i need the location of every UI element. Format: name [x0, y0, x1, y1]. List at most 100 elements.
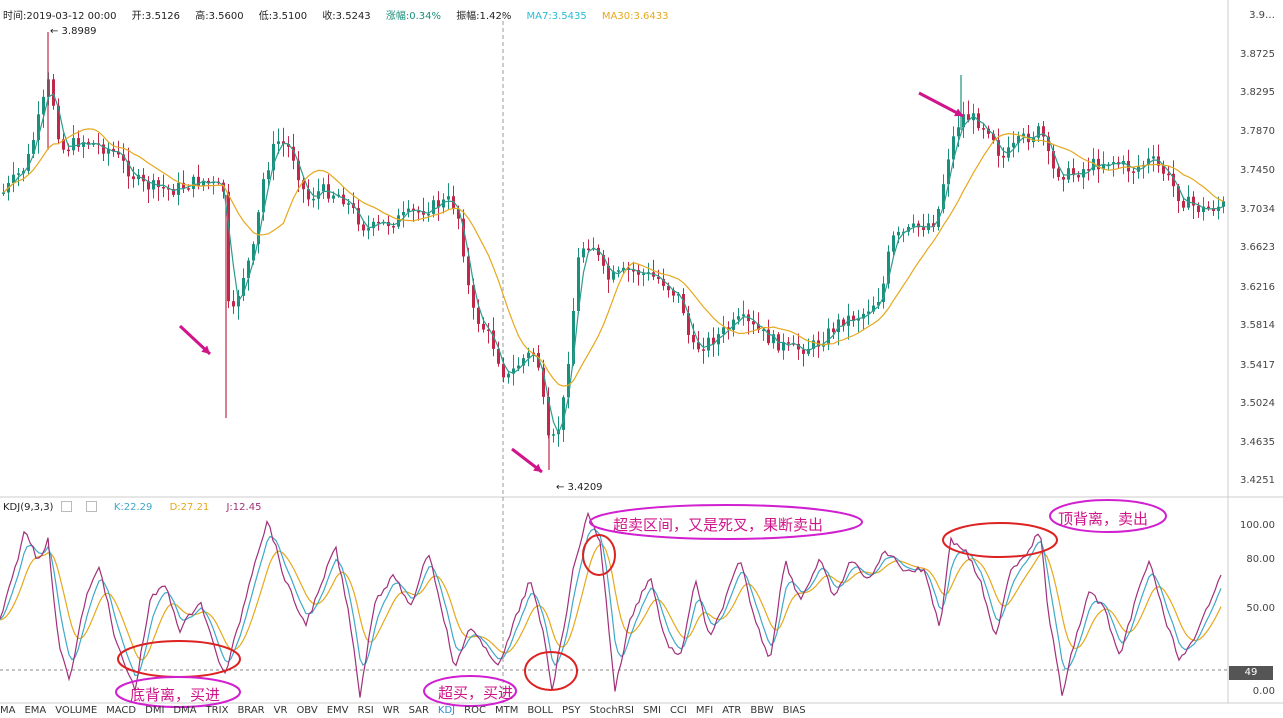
candle-body — [687, 313, 690, 335]
arrow-bottom-divergence — [178, 324, 212, 356]
candle-body — [322, 184, 325, 192]
candle-body — [122, 154, 125, 161]
price-label: 3.5417 — [1240, 360, 1275, 371]
candle-body — [1097, 158, 1100, 170]
indicator-tab-atr[interactable]: ATR — [722, 705, 742, 716]
candle-body — [1212, 208, 1215, 212]
candle-body — [572, 310, 575, 364]
indicator-tab-obv[interactable]: OBV — [296, 705, 318, 716]
arrow-low — [511, 447, 543, 474]
indicator-tab-rsi[interactable]: RSI — [357, 705, 374, 716]
candle-body — [452, 196, 455, 210]
candle-body — [17, 173, 20, 175]
indicator-tab-ema[interactable]: EMA — [24, 705, 47, 716]
candle-body — [752, 321, 755, 325]
indicator-tab-mtm[interactable]: MTM — [494, 705, 519, 716]
indicator-tab-roc[interactable]: ROC — [464, 705, 486, 716]
candle-body — [922, 227, 925, 230]
indicator-tab-wr[interactable]: WR — [382, 705, 400, 716]
indicator-tab-sar[interactable]: SAR — [408, 705, 429, 716]
candle-body — [697, 342, 700, 350]
candle-body — [492, 330, 495, 349]
candle-body — [367, 228, 370, 231]
indicator-tab-mfi[interactable]: MFI — [695, 705, 714, 716]
annotation-oversold: 超买，买进 — [438, 684, 514, 702]
indicator-tab-psy[interactable]: PSY — [562, 705, 581, 716]
indicator-tab-dmi[interactable]: DMI — [145, 705, 165, 716]
candle-body — [942, 184, 945, 209]
candle-body — [252, 244, 255, 261]
candle-body — [272, 143, 275, 171]
candle-body — [197, 176, 200, 186]
indicator-tab-bbw[interactable]: BBW — [750, 705, 774, 716]
indicator-tab-brar[interactable]: BRAR — [237, 705, 265, 716]
candle-body — [112, 148, 115, 152]
candle-body — [107, 148, 110, 154]
candle-body — [172, 189, 175, 195]
candle-body — [732, 319, 735, 330]
candle-body — [12, 174, 15, 184]
ellipse-bottom-divergence — [115, 676, 241, 708]
candle-body — [1062, 176, 1065, 180]
candle-body — [962, 114, 965, 128]
candle-body — [42, 96, 45, 115]
candle-body — [737, 316, 740, 320]
price-label: 3.8295 — [1240, 87, 1275, 98]
kdj-header: KDJ(9,3,3) K:22.29 D:27.21 J:12.45 — [3, 501, 275, 513]
ma7-line — [3, 93, 1224, 435]
indicator-tab-boll[interactable]: BOLL — [527, 705, 554, 716]
indicator-tab-cci[interactable]: CCI — [669, 705, 687, 716]
candle-body — [1182, 201, 1185, 208]
candle-body — [507, 373, 510, 378]
kdj-k: K:22.29 — [113, 501, 153, 513]
indicator-tab-bias[interactable]: BIAS — [782, 705, 806, 716]
candle-body — [267, 170, 270, 180]
candle-body — [1132, 171, 1135, 173]
candle-body — [447, 196, 450, 200]
candle-body — [402, 211, 405, 216]
indicator-tab-volume[interactable]: VOLUME — [55, 705, 98, 716]
indicator-tab-ma[interactable]: MA — [0, 705, 16, 716]
candle-body — [757, 324, 760, 330]
indicator-tab-trix[interactable]: TRIX — [205, 705, 229, 716]
candle-body — [37, 114, 40, 140]
candle-body — [242, 278, 245, 296]
candle-body — [92, 143, 95, 145]
kdj-d: D:27.21 — [169, 501, 210, 513]
indicator-tab-kdj[interactable]: KDJ — [437, 705, 456, 716]
indicator-tab-vr[interactable]: VR — [273, 705, 288, 716]
indicator-tab-macd[interactable]: MACD — [106, 705, 137, 716]
candle-body — [522, 358, 525, 366]
candle-body — [1052, 151, 1055, 169]
candle-body — [477, 307, 480, 324]
candle-body — [57, 105, 60, 140]
candle-body — [1067, 168, 1070, 180]
candle-body — [957, 127, 960, 137]
candle-body — [502, 363, 505, 378]
candle-body — [582, 248, 585, 258]
settings-icon[interactable] — [60, 501, 72, 512]
candle-body — [102, 144, 105, 154]
candle-body — [467, 256, 470, 286]
circle-bottom-divergence — [117, 640, 241, 678]
candle-body — [462, 218, 465, 257]
candle-body — [262, 179, 265, 213]
candle-body — [427, 213, 430, 216]
price-label: 3.7034 — [1240, 204, 1275, 215]
indicator-tab-dma[interactable]: DMA — [173, 705, 197, 716]
candle-body — [562, 397, 565, 430]
indicator-tab-emv[interactable]: EMV — [326, 705, 349, 716]
kdj-j: J:12.45 — [226, 501, 262, 513]
header-change: 涨幅:0.34% — [385, 11, 441, 22]
candle-body — [307, 189, 310, 200]
header-time: 时间:2019-03-12 00:00 — [3, 11, 117, 22]
indicator-tab-stochrsi[interactable]: StochRSI — [589, 705, 634, 716]
close-icon[interactable] — [85, 501, 97, 512]
candle-body — [842, 319, 845, 326]
candle-body — [1222, 201, 1225, 207]
candle-body — [442, 199, 445, 208]
indicator-tab-smi[interactable]: SMI — [643, 705, 661, 716]
candle-body — [1172, 173, 1175, 187]
candle-body — [1082, 169, 1085, 178]
